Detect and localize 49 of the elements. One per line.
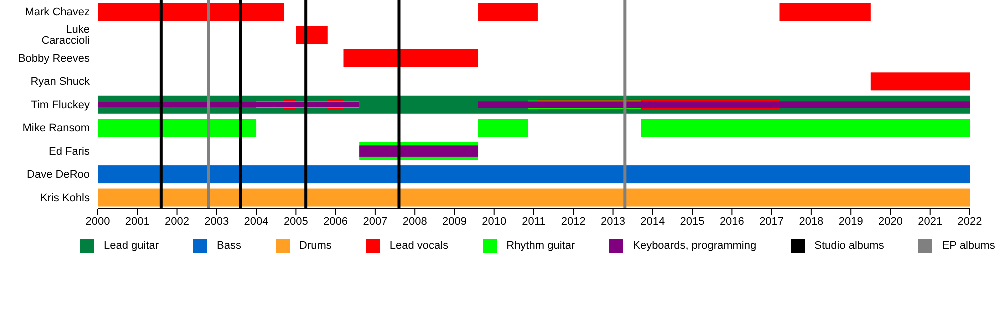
x-tick-label: 2012 xyxy=(561,216,586,228)
x-tick-label: 2005 xyxy=(284,216,308,228)
bar xyxy=(98,119,257,138)
bar xyxy=(98,166,970,184)
legend-label: EP albums xyxy=(942,240,996,252)
x-tick-label: 2022 xyxy=(958,216,982,228)
x-tick-label: 2015 xyxy=(680,216,705,228)
y-tick-label: Ed Faris xyxy=(49,146,90,158)
legend-label: Drums xyxy=(300,240,332,252)
bar xyxy=(296,26,328,44)
y-tick-label: Luke Caraccioli xyxy=(42,24,90,48)
x-tick-label: 2001 xyxy=(125,216,150,228)
x-tick-label: 2004 xyxy=(244,216,269,228)
bar xyxy=(98,188,970,207)
x-tick-label: 2013 xyxy=(601,216,626,228)
y-tick-label: Ryan Shuck xyxy=(30,76,90,88)
x-tick-label: 2021 xyxy=(918,216,943,228)
y-tick-label: Tim Fluckey xyxy=(31,99,90,112)
x-tick-label: 2011 xyxy=(522,216,546,228)
x-tick-label: 2020 xyxy=(878,216,903,228)
bar xyxy=(641,119,970,138)
x-tick-label: 2000 xyxy=(86,216,110,228)
legend-label: Keyboards, programming xyxy=(633,240,757,252)
x-tick-label: 2009 xyxy=(442,216,467,228)
y-tick-label: Dave DeRoo xyxy=(27,169,90,182)
y-tick-label: Mike Ransom xyxy=(22,122,90,135)
bar xyxy=(870,72,970,91)
x-tick-label: 2016 xyxy=(720,216,744,228)
x-tick-label: 2008 xyxy=(402,216,428,228)
x-tick-label: 2014 xyxy=(640,216,666,228)
y-tick-label: Mark Chavez xyxy=(25,6,90,19)
bar xyxy=(478,102,970,108)
bar xyxy=(98,3,284,21)
x-tick-label: 2017 xyxy=(760,216,784,228)
bar xyxy=(344,49,479,68)
legend-label: Studio albums xyxy=(814,240,884,252)
x-tick-label: 2007 xyxy=(363,216,388,228)
legend-label: Lead vocals xyxy=(390,240,449,252)
x-tick-label: 2002 xyxy=(165,216,190,228)
legend-label: Lead guitar xyxy=(104,240,160,252)
x-tick-label: 2010 xyxy=(482,216,507,228)
y-tick-label: Bobby Reeves xyxy=(18,52,90,65)
y-tick-label: Kris Kohls xyxy=(40,192,90,204)
x-tick-label: 2018 xyxy=(799,216,824,228)
x-tick-label: 2006 xyxy=(324,216,348,228)
legend-label: Rhythm guitar xyxy=(506,240,576,252)
legend-label: Bass xyxy=(217,240,242,252)
x-tick-label: 2019 xyxy=(838,216,864,228)
x-tick-label: 2003 xyxy=(204,216,230,228)
